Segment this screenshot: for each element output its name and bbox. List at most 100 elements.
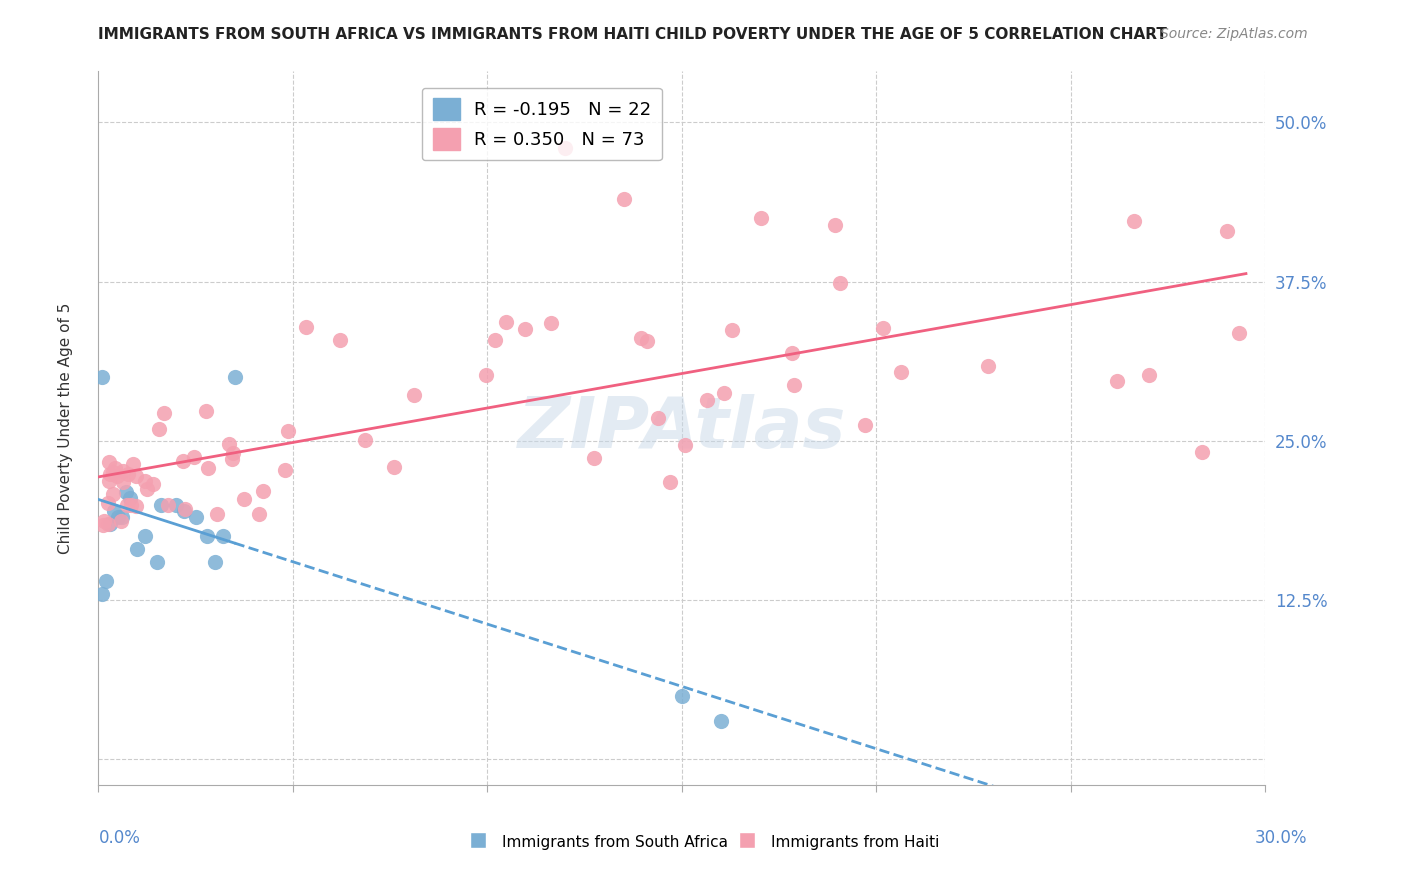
Point xyxy=(98,467,121,482)
Point xyxy=(153,406,176,420)
Point xyxy=(112,475,135,490)
Point xyxy=(855,417,877,432)
Point xyxy=(93,514,115,528)
Point xyxy=(1227,326,1250,341)
Point xyxy=(136,482,159,496)
Point xyxy=(141,477,163,491)
Point xyxy=(382,459,405,474)
Point xyxy=(696,392,718,407)
Point xyxy=(103,504,125,518)
Point xyxy=(104,460,127,475)
Point xyxy=(277,424,299,438)
Legend: R = -0.195   N = 22, R = 0.350   N = 73: R = -0.195 N = 22, R = 0.350 N = 73 xyxy=(422,87,662,161)
Point xyxy=(165,498,187,512)
Point xyxy=(783,377,806,392)
Point xyxy=(540,316,562,330)
Point xyxy=(125,500,148,514)
Point xyxy=(329,333,352,347)
Text: IMMIGRANTS FROM SOUTH AFRICA VS IMMIGRANTS FROM HAITI CHILD POVERTY UNDER THE AG: IMMIGRANTS FROM SOUTH AFRICA VS IMMIGRAN… xyxy=(98,27,1167,42)
Point xyxy=(96,574,118,588)
Point xyxy=(751,211,773,226)
Point xyxy=(295,320,318,334)
Point xyxy=(659,475,682,490)
Point xyxy=(120,498,142,512)
Point xyxy=(249,508,271,522)
Point xyxy=(671,689,693,703)
Point xyxy=(118,491,141,506)
Point xyxy=(97,517,120,532)
Point xyxy=(91,518,114,533)
Point xyxy=(204,555,226,569)
Point xyxy=(184,510,207,524)
Point xyxy=(197,461,219,475)
Point xyxy=(91,587,114,601)
Point xyxy=(124,469,146,483)
Point xyxy=(673,438,696,452)
Point xyxy=(782,345,804,359)
Point xyxy=(404,387,426,401)
Point xyxy=(172,454,194,468)
Point xyxy=(252,484,274,499)
Text: 0.0%: 0.0% xyxy=(98,830,141,847)
Point xyxy=(194,403,217,417)
Point xyxy=(207,507,229,521)
Point xyxy=(824,219,846,233)
Point xyxy=(91,370,114,384)
Point xyxy=(274,463,297,477)
Point xyxy=(101,487,124,501)
Point xyxy=(157,498,180,512)
Point xyxy=(134,475,156,489)
Point xyxy=(134,529,156,543)
Point xyxy=(218,437,240,451)
Text: Source: ZipAtlas.com: Source: ZipAtlas.com xyxy=(1160,27,1308,41)
Point xyxy=(97,455,120,469)
Point xyxy=(121,457,143,471)
Point xyxy=(224,370,246,384)
Point xyxy=(101,465,124,479)
Point xyxy=(111,510,134,524)
Point xyxy=(1191,445,1213,459)
Point xyxy=(630,331,652,345)
Point xyxy=(146,555,169,569)
Y-axis label: Child Poverty Under the Age of 5: Child Poverty Under the Age of 5 xyxy=(58,302,73,554)
Point xyxy=(872,321,894,335)
Point xyxy=(221,446,243,460)
Point xyxy=(173,504,195,518)
Point xyxy=(98,516,121,531)
Point xyxy=(977,359,1000,373)
Point xyxy=(232,491,254,506)
Point xyxy=(195,529,218,543)
Point xyxy=(107,468,129,483)
Point xyxy=(1215,224,1237,238)
Point xyxy=(212,529,235,543)
Point xyxy=(117,467,139,482)
Point xyxy=(114,484,136,499)
Point xyxy=(97,475,120,489)
Point xyxy=(554,141,576,155)
Legend: Immigrants from South Africa, Immigrants from Haiti: Immigrants from South Africa, Immigrants… xyxy=(461,827,945,857)
Point xyxy=(1137,368,1160,383)
Point xyxy=(713,385,735,400)
Point xyxy=(127,542,149,557)
Text: 30.0%: 30.0% xyxy=(1256,830,1308,847)
Point xyxy=(148,422,170,436)
Point xyxy=(495,315,517,329)
Point xyxy=(112,464,135,478)
Point xyxy=(583,451,606,466)
Point xyxy=(1123,213,1146,227)
Point xyxy=(221,452,243,467)
Point xyxy=(183,450,205,465)
Point xyxy=(474,368,496,383)
Point xyxy=(115,498,138,512)
Point xyxy=(721,323,744,337)
Point xyxy=(353,433,375,447)
Point xyxy=(149,498,172,512)
Point xyxy=(710,714,733,729)
Point xyxy=(613,192,636,206)
Point xyxy=(97,496,120,510)
Point xyxy=(636,334,658,348)
Point xyxy=(484,333,506,347)
Point xyxy=(110,514,132,528)
Text: ZIPAtlas: ZIPAtlas xyxy=(517,393,846,463)
Point xyxy=(107,510,129,524)
